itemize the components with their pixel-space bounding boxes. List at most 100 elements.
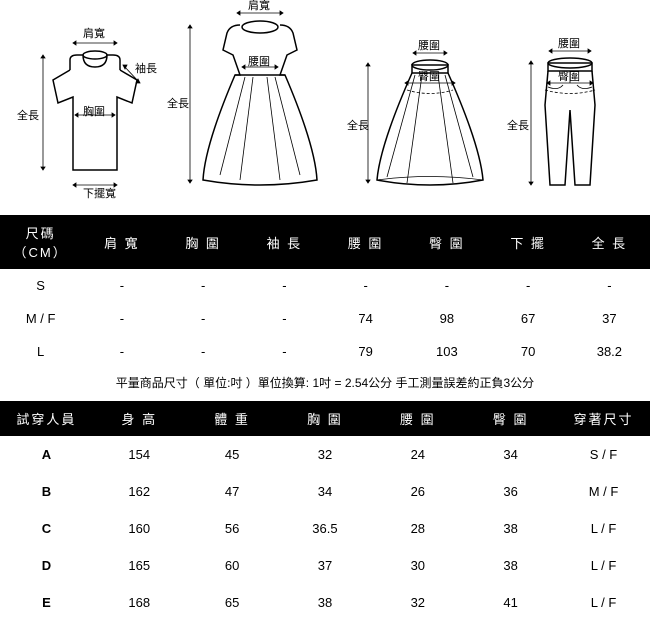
label-waist: 腰圍 (248, 53, 270, 69)
table-cell: 36 (464, 473, 557, 510)
label-sleeve: 袖長 (135, 60, 157, 76)
table-cell: 32 (371, 584, 464, 621)
measurement-note: 平量商品尺寸（ 單位:吋 ）單位換算: 1吋 = 2.54公分 手工測量誤差約正… (0, 368, 650, 401)
col-sleeve: 袖 長 (244, 215, 325, 269)
table-cell: 79 (325, 335, 406, 368)
table-cell: 32 (279, 436, 372, 473)
table-cell: S / F (557, 436, 650, 473)
label-waist: 腰圍 (558, 35, 580, 51)
col-shoulder: 肩 寬 (81, 215, 162, 269)
col-fitsize: 穿著尺寸 (557, 401, 650, 436)
col-hip: 臀 圍 (406, 215, 487, 269)
table-cell: 37 (279, 547, 372, 584)
table-cell: 165 (93, 547, 186, 584)
table-cell: 37 (569, 302, 650, 335)
table-cell: 154 (93, 436, 186, 473)
col-hem: 下 擺 (488, 215, 569, 269)
table-cell: 38 (279, 584, 372, 621)
table-cell: 38 (464, 547, 557, 584)
label-shoulder: 肩寬 (83, 25, 105, 41)
col-waist: 腰 圍 (325, 215, 406, 269)
table-row: E16865383241L / F (0, 584, 650, 621)
table-cell: 38 (464, 510, 557, 547)
table-row: C1605636.52838L / F (0, 510, 650, 547)
table-cell: - (163, 302, 244, 335)
table-cell: C (0, 510, 93, 547)
table-cell: L / F (557, 584, 650, 621)
label-waist: 腰圍 (418, 37, 440, 53)
table-cell: - (163, 335, 244, 368)
table-cell: D (0, 547, 93, 584)
diagram-dress: 肩寬 腰圍 全長 (185, 5, 335, 195)
col-hip: 臀 圍 (464, 401, 557, 436)
size-table-body: S-------M / F---74986737L---791037038.2 (0, 269, 650, 368)
label-length: 全長 (507, 117, 529, 133)
table-cell: M / F (0, 302, 81, 335)
table-cell: 74 (325, 302, 406, 335)
table-cell: 38.2 (569, 335, 650, 368)
col-waist: 腰 圍 (371, 401, 464, 436)
label-bust: 胸圍 (83, 103, 105, 119)
table-cell: L (0, 335, 81, 368)
col-size: 尺碼（CM） (0, 215, 81, 269)
table-cell: 67 (488, 302, 569, 335)
table-cell: 160 (93, 510, 186, 547)
table-row: A15445322434S / F (0, 436, 650, 473)
table-cell: 65 (186, 584, 279, 621)
col-weight: 體 重 (186, 401, 279, 436)
table-cell: 168 (93, 584, 186, 621)
fit-table: 試穿人員 身 高 體 重 胸 圍 腰 圍 臀 圍 穿著尺寸 A154453224… (0, 401, 650, 621)
label-length: 全長 (167, 95, 189, 111)
table-cell: B (0, 473, 93, 510)
table-cell: - (81, 335, 162, 368)
col-length: 全 長 (569, 215, 650, 269)
col-bust: 胸 圍 (279, 401, 372, 436)
fit-table-body: A15445322434S / FB16247342636M / FC16056… (0, 436, 650, 621)
col-height: 身 高 (93, 401, 186, 436)
table-cell: 60 (186, 547, 279, 584)
table-cell: - (163, 269, 244, 302)
table-row: B16247342636M / F (0, 473, 650, 510)
size-table-header-row: 尺碼（CM） 肩 寬 胸 圍 袖 長 腰 圍 臀 圍 下 擺 全 長 (0, 215, 650, 269)
table-cell: 24 (371, 436, 464, 473)
table-row: D16560373038L / F (0, 547, 650, 584)
table-cell: 34 (464, 436, 557, 473)
table-cell: - (244, 302, 325, 335)
size-table: 尺碼（CM） 肩 寬 胸 圍 袖 長 腰 圍 臀 圍 下 擺 全 長 S----… (0, 215, 650, 368)
table-cell: - (244, 269, 325, 302)
table-cell: 70 (488, 335, 569, 368)
table-cell: 28 (371, 510, 464, 547)
table-cell: 26 (371, 473, 464, 510)
table-cell: 162 (93, 473, 186, 510)
table-cell: 30 (371, 547, 464, 584)
table-cell: L / F (557, 547, 650, 584)
table-cell: 98 (406, 302, 487, 335)
table-cell: - (81, 269, 162, 302)
table-cell: 47 (186, 473, 279, 510)
table-cell: - (406, 269, 487, 302)
diagram-shirt: 肩寬 袖長 胸圍 全長 下擺寬 (35, 25, 155, 195)
table-cell: - (81, 302, 162, 335)
table-cell: - (325, 269, 406, 302)
label-length: 全長 (347, 117, 369, 133)
table-cell: - (488, 269, 569, 302)
col-person: 試穿人員 (0, 401, 93, 436)
table-cell: 34 (279, 473, 372, 510)
table-row: S------- (0, 269, 650, 302)
label-hip: 臀圍 (418, 68, 440, 84)
label-shoulder: 肩寬 (248, 0, 270, 13)
table-cell: - (244, 335, 325, 368)
table-cell: 103 (406, 335, 487, 368)
label-hip: 臀圍 (558, 68, 580, 84)
label-length: 全長 (17, 107, 39, 123)
col-bust: 胸 圍 (163, 215, 244, 269)
table-row: M / F---74986737 (0, 302, 650, 335)
table-cell: 56 (186, 510, 279, 547)
table-cell: 36.5 (279, 510, 372, 547)
label-hem: 下擺寬 (83, 185, 116, 201)
table-cell: - (569, 269, 650, 302)
diagram-pants: 腰圍 臀圍 全長 (525, 35, 615, 195)
table-row: L---791037038.2 (0, 335, 650, 368)
table-cell: 41 (464, 584, 557, 621)
table-cell: S (0, 269, 81, 302)
